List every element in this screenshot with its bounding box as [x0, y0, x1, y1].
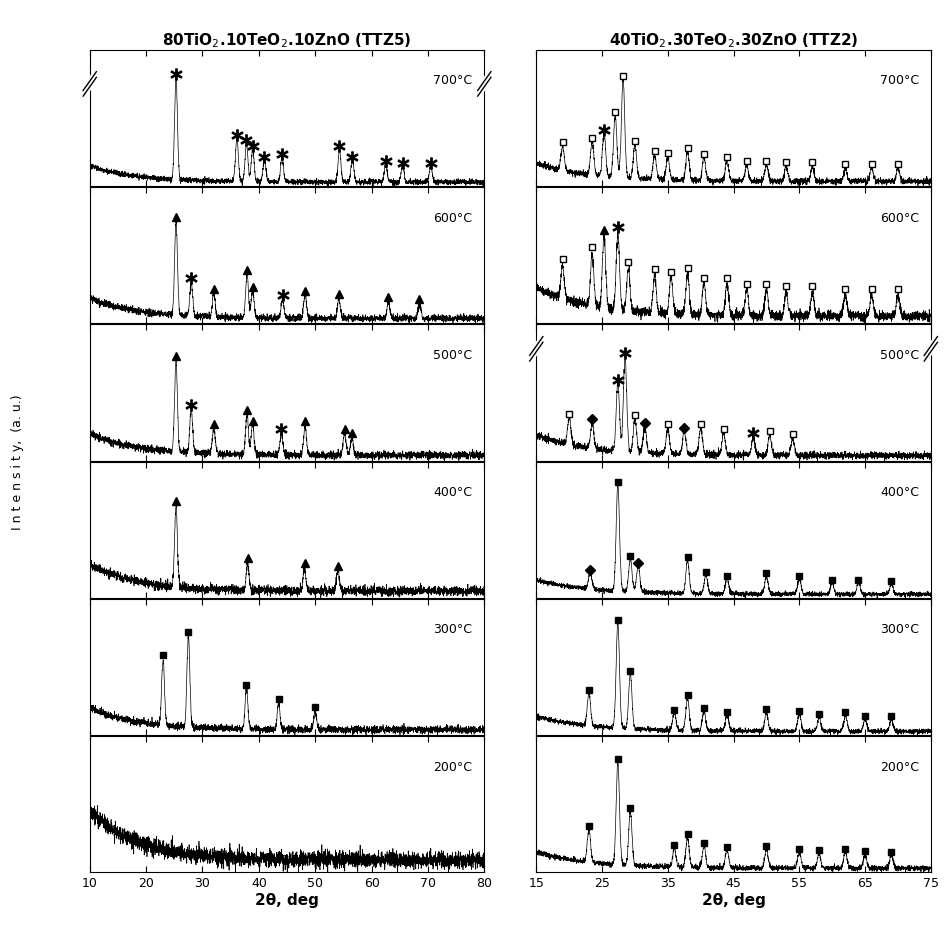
Text: I n t e n s i t y,  (a. u.): I n t e n s i t y, (a. u.): [10, 394, 24, 530]
Title: 40TiO$_2$.30TeO$_2$.30ZnO (TTZ2): 40TiO$_2$.30TeO$_2$.30ZnO (TTZ2): [608, 31, 857, 50]
X-axis label: 2θ, deg: 2θ, deg: [700, 893, 765, 908]
Text: 700°C: 700°C: [879, 74, 918, 87]
Text: 200°C: 200°C: [879, 760, 918, 774]
Text: 500°C: 500°C: [879, 349, 918, 362]
X-axis label: 2θ, deg: 2θ, deg: [255, 893, 319, 908]
Text: 500°C: 500°C: [433, 349, 472, 362]
Title: 80TiO$_2$.10TeO$_2$.10ZnO (TTZ5): 80TiO$_2$.10TeO$_2$.10ZnO (TTZ5): [162, 31, 412, 50]
Text: 600°C: 600°C: [433, 212, 472, 225]
Text: 300°C: 300°C: [433, 623, 472, 636]
Text: 400°C: 400°C: [433, 486, 472, 499]
Text: 700°C: 700°C: [433, 74, 472, 87]
Text: 300°C: 300°C: [879, 623, 918, 636]
Text: 400°C: 400°C: [879, 486, 918, 499]
Text: 600°C: 600°C: [879, 212, 918, 225]
Text: 200°C: 200°C: [433, 760, 472, 774]
